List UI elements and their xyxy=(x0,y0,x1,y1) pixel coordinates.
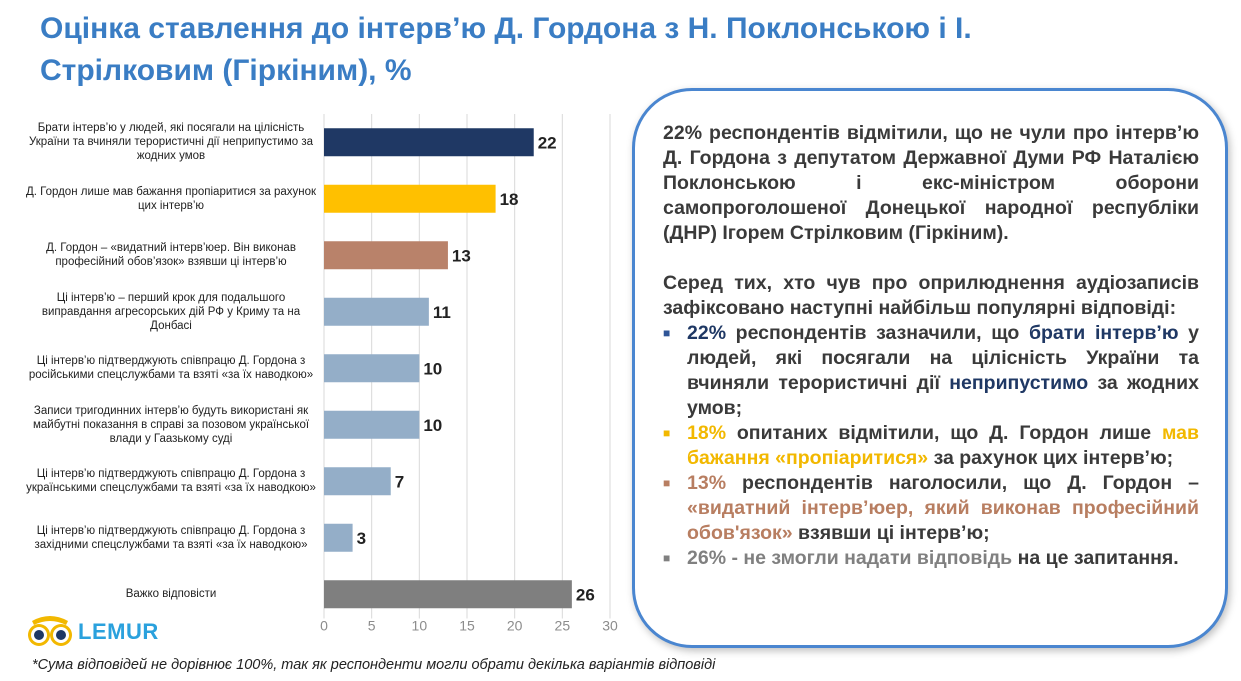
category-label: Д. Гордон – «видатний інтерв’юер. Він ви… xyxy=(46,242,296,269)
footnote: *Сума відповідей не дорівнює 100%, так я… xyxy=(32,657,716,673)
bar xyxy=(324,467,391,496)
category-label: Ці інтерв’ю підтверджують співпрацю Д. Г… xyxy=(28,355,314,382)
list-item: ■ 26% - не змогли надати відповідь на це … xyxy=(663,547,1179,569)
category-label: Важко відповісти xyxy=(125,588,217,601)
x-tick-label: 25 xyxy=(555,618,571,634)
info-list: ■ 22% респондентів зазначили, що брати ін… xyxy=(663,321,1199,571)
category-label: Ці інтерв’ю підтверджують співпрацю Д. Г… xyxy=(34,524,308,551)
bar-value-label: 13 xyxy=(452,246,471,265)
logo-text: LEMUR xyxy=(78,619,159,644)
bar xyxy=(324,241,448,270)
list-item: ■ 13% респондентів наголосили, що Д. Горд… xyxy=(663,472,1199,544)
bar-value-label: 11 xyxy=(433,303,451,322)
x-tick-label: 10 xyxy=(412,618,428,634)
x-tick-label: 30 xyxy=(602,618,618,634)
page-title: Оцінка ставлення до інтерв’ю Д. Гордона … xyxy=(40,12,972,87)
bar xyxy=(324,128,534,157)
list-item: ■ 18% опитаних відмітили, що Д. Гордон ли… xyxy=(663,422,1199,469)
info-paragraph-2: Серед тих, хто чув про оприлюднення ауді… xyxy=(663,272,1199,319)
bar xyxy=(324,523,353,552)
info-text: 22% респондентів відмітили, що не чули п… xyxy=(663,121,1199,571)
category-label: Ці інтерв’ю підтверджують співпрацю Д. Г… xyxy=(26,468,316,495)
info-paragraph-1: 22% респондентів відмітили, що не чули п… xyxy=(663,122,1199,244)
category-label: Ці інтерв’ю – перший крок для подальшого… xyxy=(41,291,301,332)
bar-chart: 22 18 13 11 10 10 7 3 26 0 5 10 15 20 25 30 Брати інтер… xyxy=(0,110,640,640)
x-tick-label: 20 xyxy=(507,618,523,634)
lemur-eyes-icon xyxy=(28,616,72,646)
bar-value-label: 18 xyxy=(500,190,519,209)
logo: LEMUR xyxy=(26,612,159,652)
bar-value-label: 3 xyxy=(357,529,366,548)
bar xyxy=(324,354,420,383)
x-tick-label: 0 xyxy=(320,618,328,634)
bar-value-label: 26 xyxy=(576,585,595,604)
bar xyxy=(324,580,572,609)
category-label: Брати інтерв’ю у людей, які посягали на … xyxy=(28,122,313,163)
bullet-square-icon: ■ xyxy=(663,476,671,490)
bullet-square-icon: ■ xyxy=(663,326,671,340)
x-tick-label: 15 xyxy=(459,618,475,634)
bar-value-label: 10 xyxy=(423,416,442,435)
chart-svg: 22 18 13 11 10 10 7 3 26 0 5 10 15 20 25 30 xyxy=(320,114,618,634)
bullet-square-icon: ■ xyxy=(663,551,671,565)
bar-value-label: 22 xyxy=(538,133,557,152)
category-label: Д. Гордон лише мав бажання пропіаритися … xyxy=(25,185,317,212)
bullet-square-icon: ■ xyxy=(663,426,671,440)
category-label: Записи тригодинних інтерв’ю будуть викор… xyxy=(32,404,310,445)
x-tick-label: 5 xyxy=(368,618,376,634)
bar-value-label: 7 xyxy=(395,472,404,491)
bar xyxy=(324,297,429,326)
bar xyxy=(324,184,496,213)
bar xyxy=(324,410,420,439)
info-box: 22% респондентів відмітили, що не чули п… xyxy=(632,88,1228,648)
list-item: ■ 22% респондентів зазначили, що брати ін… xyxy=(663,322,1199,419)
bar-value-label: 10 xyxy=(423,359,442,378)
